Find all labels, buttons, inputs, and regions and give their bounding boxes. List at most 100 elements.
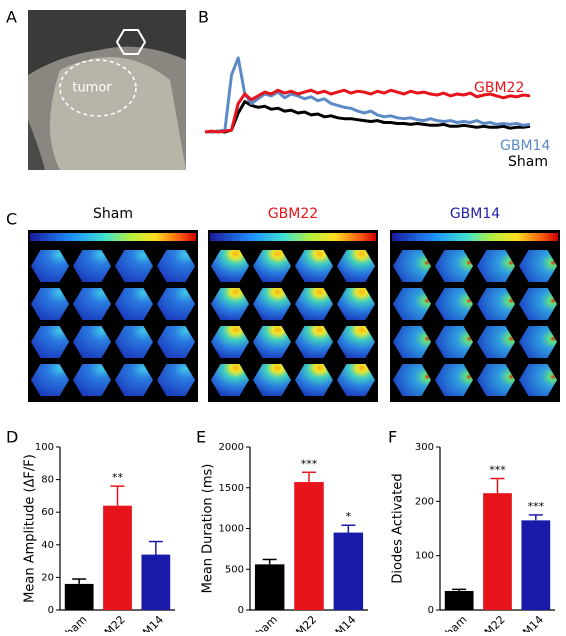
panel-label: C	[6, 210, 17, 229]
hexagon	[295, 288, 333, 320]
y-tick-label: 0	[48, 605, 54, 616]
panel-label: F	[388, 428, 397, 447]
x-tick-label: Sham	[248, 613, 279, 632]
hexagon	[115, 250, 153, 282]
hexagon	[477, 326, 515, 358]
hexagon	[253, 288, 291, 320]
hexagon	[519, 250, 557, 282]
hexagon	[393, 250, 431, 282]
trace	[205, 56, 531, 134]
y-tick-label: 0	[428, 605, 434, 616]
bar	[103, 505, 132, 610]
legend-label: Sham	[508, 154, 548, 170]
hexagon	[253, 326, 291, 358]
legend-label: GBM14	[500, 138, 550, 154]
group-title: GBM22	[268, 206, 318, 222]
bar	[64, 583, 94, 610]
hexagon	[393, 326, 431, 358]
hexagon	[519, 288, 557, 320]
x-tick-label: GBM22	[91, 613, 128, 632]
y-tick-label: 500	[225, 564, 244, 575]
y-tick-label: 1000	[219, 524, 244, 535]
significance: *	[346, 510, 352, 523]
bar	[521, 520, 551, 610]
hexagon	[115, 326, 153, 358]
hexagon	[295, 364, 333, 396]
hexagon	[519, 364, 557, 396]
panel-label: E	[196, 428, 206, 447]
hexagon	[73, 288, 111, 320]
hexagon	[519, 326, 557, 358]
hexagon	[115, 364, 153, 396]
hexagon	[73, 364, 111, 396]
hexagon	[211, 326, 249, 358]
y-tick-label: 80	[41, 475, 54, 486]
colorbar	[392, 233, 558, 241]
hexagon	[73, 250, 111, 282]
bar	[333, 532, 364, 610]
hexagon	[211, 288, 249, 320]
panel-label: D	[6, 428, 18, 447]
x-tick-label: GBM22	[471, 613, 508, 632]
hexagon	[337, 250, 375, 282]
hexagon	[115, 288, 153, 320]
bar	[483, 493, 512, 610]
hexagon	[435, 288, 473, 320]
significance: ***	[528, 500, 545, 513]
y-tick-label: 100	[35, 442, 54, 453]
photo: tumor	[28, 10, 186, 171]
hexagon	[31, 250, 69, 282]
hexagon	[393, 288, 431, 320]
hexagon	[157, 250, 195, 282]
hexagon	[477, 250, 515, 282]
hexagon	[31, 364, 69, 396]
hexagon	[337, 326, 375, 358]
trace	[205, 100, 531, 134]
y-tick-label: 20	[41, 572, 54, 583]
y-tick-label: 100	[415, 551, 434, 562]
colorbar	[30, 233, 196, 241]
x-tick-label: GBM22	[282, 613, 319, 632]
hexagon	[393, 364, 431, 396]
y-axis-label: Mean Amplitude (ΔF/F)	[23, 454, 38, 603]
photo-label: tumor	[72, 81, 112, 96]
y-tick-label: 0	[238, 605, 244, 616]
hexagon	[337, 288, 375, 320]
hexagon	[337, 364, 375, 396]
y-tick-label: 1500	[219, 483, 244, 494]
hexagon	[435, 250, 473, 282]
bar	[254, 564, 285, 610]
significance: **	[112, 471, 124, 484]
hexagon	[295, 326, 333, 358]
y-axis-label: Mean Duration (ms)	[201, 464, 216, 594]
hexagon	[31, 326, 69, 358]
x-tick-label: Sham	[438, 613, 469, 632]
x-tick-label: GBM14	[321, 613, 358, 632]
hexagon	[477, 288, 515, 320]
x-tick-label: GBM14	[129, 613, 166, 632]
hexagon	[157, 364, 195, 396]
y-tick-label: 2000	[219, 442, 244, 453]
y-tick-label: 300	[415, 442, 434, 453]
x-tick-label: Sham	[58, 613, 89, 632]
colorbar	[210, 233, 376, 241]
significance: ***	[301, 457, 318, 470]
hexagon	[295, 250, 333, 282]
bar	[141, 554, 171, 610]
legend-label: GBM22	[474, 80, 524, 96]
bar	[444, 590, 474, 610]
y-tick-label: 200	[415, 496, 434, 507]
hexagon	[73, 326, 111, 358]
hexagon	[253, 364, 291, 396]
hexagon	[211, 250, 249, 282]
panel-label: A	[6, 8, 17, 27]
panel-label: B	[198, 8, 209, 27]
y-axis-label: Diodes Activated	[391, 473, 406, 583]
hexagon	[31, 288, 69, 320]
hexagon	[435, 326, 473, 358]
hexagon	[253, 250, 291, 282]
hexagon	[477, 364, 515, 396]
bar	[294, 482, 324, 610]
hexagon	[157, 288, 195, 320]
